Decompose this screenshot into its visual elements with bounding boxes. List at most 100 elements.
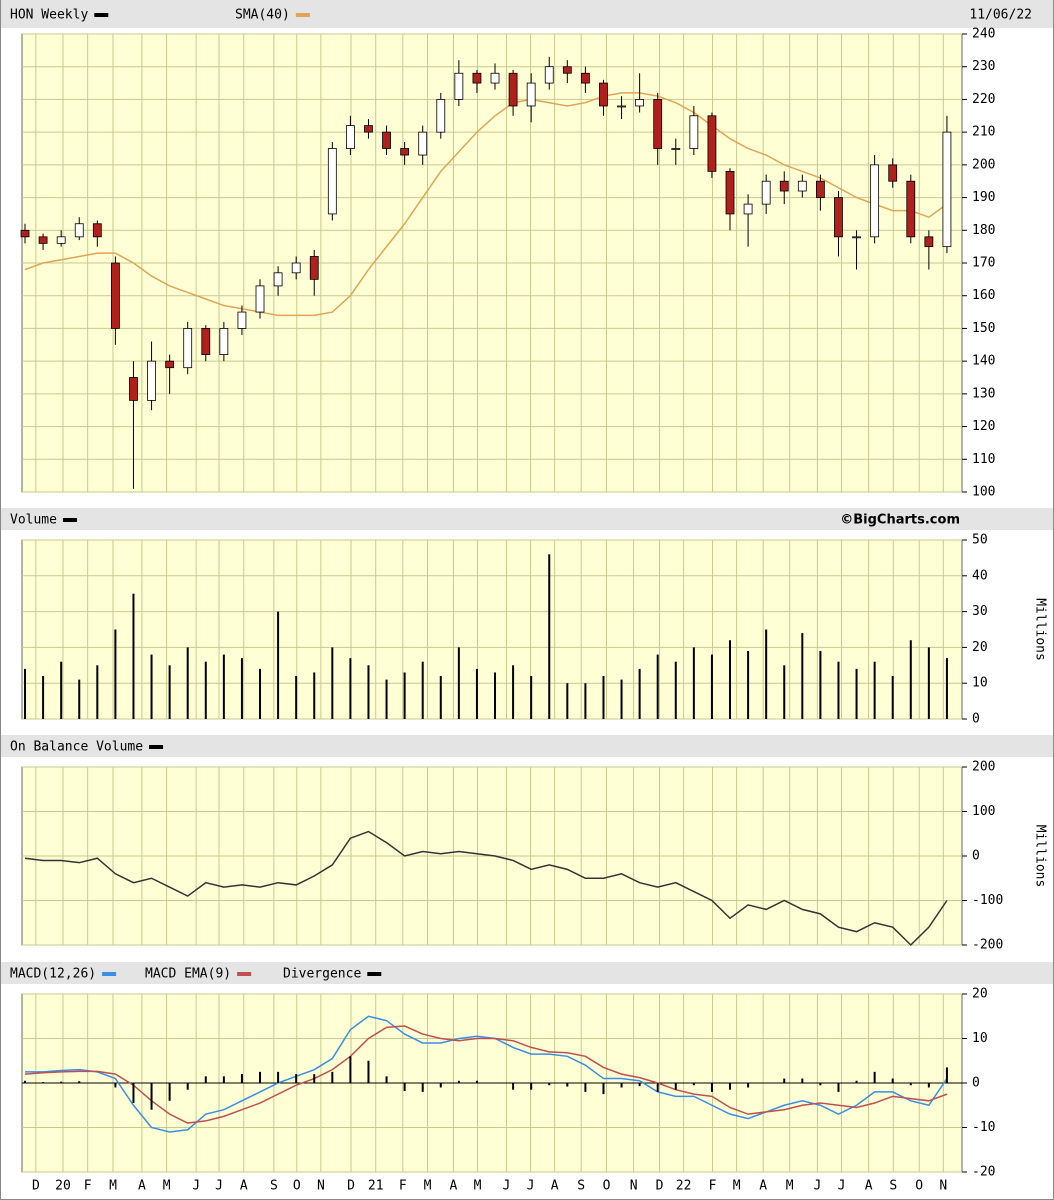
x-tick-label: A [240, 1179, 248, 1194]
candle-body [617, 105, 626, 108]
volume-bar [114, 629, 117, 719]
divergence-bar [945, 1067, 948, 1083]
y-tick-label: 220 [972, 92, 995, 107]
divergence-bar [277, 1071, 280, 1083]
x-tick-label: 20 [55, 1179, 71, 1194]
divergence-bar [747, 1083, 750, 1088]
divergence-bar [204, 1076, 207, 1083]
candle-body [888, 164, 898, 182]
y-tick-label: 100 [972, 485, 995, 500]
candle-body [454, 72, 464, 100]
y-tick-label: 190 [972, 190, 995, 205]
candle-body [38, 236, 48, 244]
candle-body [74, 223, 84, 238]
x-tick-label: M [733, 1179, 741, 1194]
candle-body [508, 72, 518, 107]
y-axis-label: Millions [1033, 825, 1048, 888]
volume-bar [222, 654, 225, 719]
candle-body [56, 236, 66, 244]
y-tick-label: 50 [972, 533, 988, 548]
x-tick-label: D [656, 1179, 664, 1194]
candle-body [671, 148, 681, 150]
x-tick-label: M [109, 1179, 117, 1194]
candle-body [219, 328, 229, 355]
divergence-bar [801, 1078, 804, 1083]
volume-bar [819, 650, 822, 719]
volume-bar [891, 676, 894, 719]
x-tick-label: O [915, 1179, 923, 1194]
x-tick-label: J [215, 1179, 223, 1194]
x-tick-label: F [84, 1179, 92, 1194]
legend-swatch [367, 972, 382, 976]
candle-body [743, 203, 753, 215]
volume-bar [909, 640, 912, 719]
volume-bar [42, 676, 45, 719]
candle-body [779, 180, 789, 192]
volume-bar [765, 629, 768, 719]
volume-bar [729, 640, 732, 719]
volume-bar [403, 672, 406, 719]
macd-line [25, 1015, 948, 1133]
x-tick-label: F [399, 1179, 407, 1194]
x-tick-label: S [270, 1179, 278, 1194]
legend-label: Divergence [283, 967, 361, 982]
panel-header [1, 962, 1053, 984]
volume-bar [927, 647, 930, 719]
divergence-bar [530, 1083, 533, 1090]
divergence-bar [439, 1083, 442, 1088]
divergence-bar [150, 1083, 153, 1110]
legend-label: HON Weekly [10, 8, 88, 23]
divergence-bar [873, 1071, 876, 1083]
volume-bar [620, 679, 623, 719]
date-label: 11/06/22 [969, 8, 1032, 23]
divergence-bar [620, 1083, 623, 1088]
candle-body [942, 131, 952, 248]
divergence-bar [295, 1074, 298, 1083]
volume-bar [168, 665, 171, 719]
y-tick-label: 0 [972, 849, 980, 864]
volume-bar [204, 661, 207, 719]
y-tick-label: 0 [972, 712, 980, 727]
y-tick-label: 30 [972, 604, 988, 619]
candle-body [870, 164, 880, 238]
divergence-bar [855, 1080, 858, 1083]
volume-bar [24, 668, 27, 719]
volume-bar [421, 661, 424, 719]
divergence-bar [186, 1083, 189, 1090]
legend-swatch [237, 972, 252, 976]
x-tick-label: D [347, 1179, 355, 1194]
divergence-bar [421, 1083, 424, 1092]
x-tick-label: A [865, 1179, 873, 1194]
x-tick-label: M [474, 1179, 482, 1194]
y-tick-label: 160 [972, 288, 995, 303]
candle-body [906, 180, 916, 238]
volume-bar [873, 661, 876, 719]
panel-header [1, 0, 1053, 28]
volume-bar [638, 668, 641, 719]
candle-body [653, 99, 663, 149]
volume-bar [313, 672, 316, 719]
volume-bar [78, 679, 81, 719]
volume-bar [457, 647, 460, 719]
legend-label: On Balance Volume [10, 740, 143, 755]
volume-bar [530, 676, 533, 719]
divergence-bar [42, 1082, 45, 1083]
candle-body [165, 360, 175, 369]
y-tick-label: 200 [972, 760, 995, 775]
x-tick-label: F [709, 1179, 717, 1194]
candle-body [129, 377, 138, 401]
volume-bar [60, 661, 63, 719]
volume-bar [801, 633, 804, 719]
divergence-bar [548, 1083, 551, 1086]
divergence-bar [240, 1074, 243, 1083]
candle-body [526, 82, 536, 107]
divergence-bar [403, 1083, 406, 1092]
x-tick-label: A [759, 1179, 767, 1194]
y-tick-label: 130 [972, 386, 995, 401]
candle-body [472, 72, 482, 84]
candle-body [635, 99, 645, 107]
divergence-bar [566, 1083, 569, 1087]
candle-body [273, 272, 283, 287]
x-tick-label: S [577, 1179, 585, 1194]
